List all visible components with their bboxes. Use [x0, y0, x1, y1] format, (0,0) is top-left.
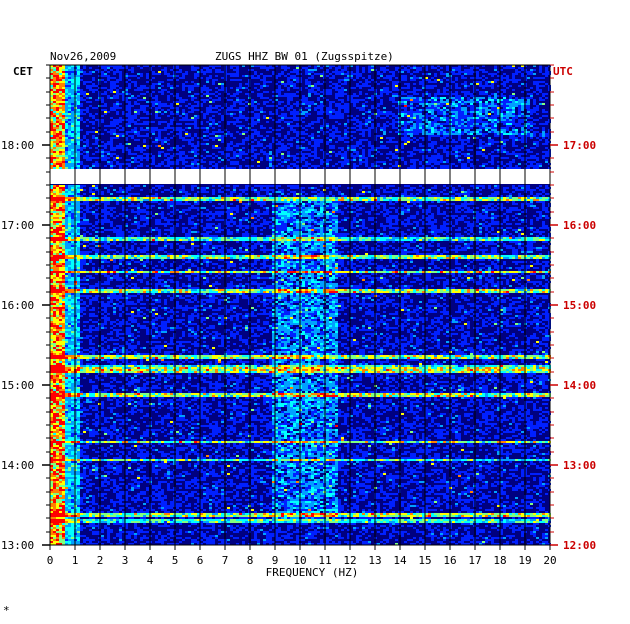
x-tick-label: 1	[72, 554, 79, 567]
footer-mark: *	[3, 604, 10, 617]
chart-station: ZUGS HHZ BW 01 (Zugsspitze)	[215, 50, 394, 63]
left-axis-label: CET	[13, 65, 33, 78]
right-tick-label: 16:00	[563, 219, 596, 232]
right-axis-label: UTC	[553, 65, 573, 78]
left-tick-label: 18:00	[1, 139, 34, 152]
right-tick-label: 12:00	[563, 539, 596, 552]
x-tick-label: 17	[468, 554, 481, 567]
left-tick-label: 16:00	[1, 299, 34, 312]
right-tick-label: 14:00	[563, 379, 596, 392]
x-tick-label: 6	[197, 554, 204, 567]
right-tick-label: 17:00	[563, 139, 596, 152]
left-tick-label: 15:00	[1, 379, 34, 392]
left-tick-label: 14:00	[1, 459, 34, 472]
left-tick-label: 13:00	[1, 539, 34, 552]
chart-date: Nov26,2009	[50, 50, 116, 63]
x-tick-label: 7	[222, 554, 229, 567]
x-tick-label: 3	[122, 554, 129, 567]
x-tick-label: 15	[418, 554, 431, 567]
x-tick-label: 4	[147, 554, 154, 567]
x-tick-label: 13	[368, 554, 381, 567]
x-tick-label: 5	[172, 554, 179, 567]
x-tick-label: 14	[393, 554, 407, 567]
right-tick-label: 13:00	[563, 459, 596, 472]
x-tick-label: 16	[443, 554, 456, 567]
left-tick-label: 17:00	[1, 219, 34, 232]
x-tick-label: 18	[493, 554, 506, 567]
x-axis-label: FREQUENCY (HZ)	[266, 566, 359, 579]
x-tick-label: 0	[47, 554, 54, 567]
grid-lines	[50, 65, 550, 545]
right-tick-label: 15:00	[563, 299, 596, 312]
x-tick-label: 19	[518, 554, 531, 567]
x-tick-label: 20	[543, 554, 556, 567]
x-tick-label: 2	[97, 554, 104, 567]
x-tick-label: 8	[247, 554, 254, 567]
